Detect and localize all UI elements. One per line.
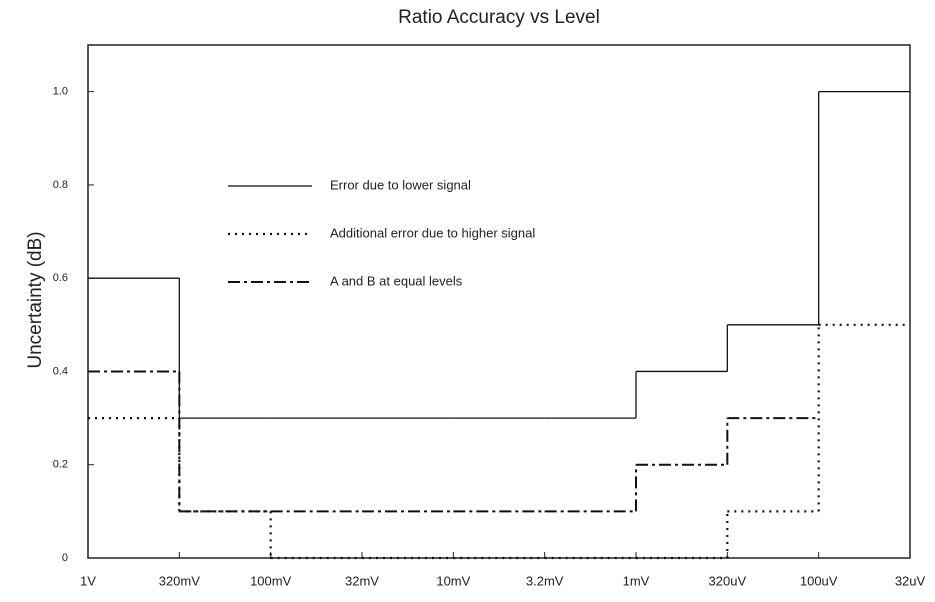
x-tick-label: 1mV — [623, 573, 650, 588]
x-tick-label: 32mV — [345, 573, 379, 588]
y-tick-label: 0.6 — [53, 272, 68, 284]
x-tick-label: 320mV — [159, 573, 201, 588]
x-tick-label: 1V — [80, 573, 96, 588]
x-tick-label: 10mV — [436, 573, 470, 588]
x-tick-label: 32uV — [895, 573, 926, 588]
chart-title: Ratio Accuracy vs Level — [398, 7, 600, 28]
x-tick-label: 320uV — [709, 573, 747, 588]
legend-label: Error due to lower signal — [330, 177, 471, 192]
x-tick-label: 100uV — [800, 573, 838, 588]
y-tick-label: 0 — [62, 552, 68, 564]
y-tick-label: 1.0 — [53, 86, 68, 98]
legend-label: A and B at equal levels — [330, 273, 463, 288]
y-tick-label: 0.8 — [53, 179, 68, 191]
y-tick-label: 0.4 — [53, 365, 68, 377]
legend-label: Additional error due to higher signal — [330, 225, 535, 240]
x-tick-label: 3.2mV — [526, 573, 564, 588]
y-axis-label: Uncertainty (dB) — [25, 231, 46, 368]
y-tick-label: 0.2 — [53, 459, 68, 471]
plot-frame — [87, 44, 911, 559]
x-tick-label: 100mV — [250, 573, 292, 588]
